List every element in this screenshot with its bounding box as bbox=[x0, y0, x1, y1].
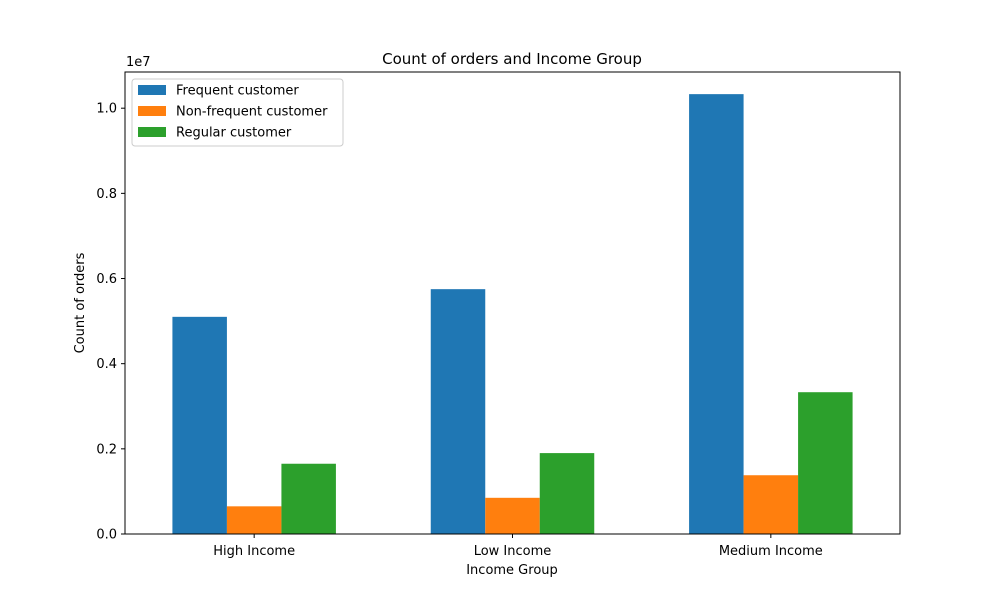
legend-swatch-non-frequent-customer bbox=[138, 106, 166, 116]
y-axis-label: Count of orders bbox=[73, 252, 88, 353]
legend-box bbox=[131, 78, 344, 147]
bar-non-frequent-customer-low-income bbox=[485, 497, 540, 534]
bar-regular-customer-high-income bbox=[281, 463, 336, 534]
chart-title: Count of orders and Income Group bbox=[382, 50, 642, 68]
legend-label-non-frequent-customer: Non-frequent customer bbox=[176, 105, 328, 120]
y-tick-label: 0.4 bbox=[96, 357, 117, 372]
x-tick-label-low-income: Low Income bbox=[474, 544, 552, 559]
bars bbox=[172, 94, 853, 534]
y-axis: 0.0 0.2 0.4 0.6 0.8 1.0 bbox=[96, 102, 125, 543]
legend: Frequent customer Non-frequent customer Re… bbox=[131, 78, 344, 147]
y-offset-label: 1e7 bbox=[126, 55, 151, 70]
x-tick-label-medium-income: Medium Income bbox=[719, 544, 823, 559]
legend-label-regular-customer: Regular customer bbox=[176, 126, 292, 141]
legend-label-frequent-customer: Frequent customer bbox=[176, 84, 299, 99]
bar-regular-customer-medium-income bbox=[798, 392, 853, 534]
x-tick-label-high-income: High Income bbox=[213, 544, 295, 559]
bar-frequent-customer-high-income bbox=[172, 316, 227, 534]
y-tick-label: 0.0 bbox=[96, 528, 117, 543]
x-axis: High Income Low Income Medium Income bbox=[213, 534, 823, 559]
y-tick-label: 0.8 bbox=[96, 187, 117, 202]
legend-swatch-frequent-customer bbox=[138, 85, 166, 95]
y-tick-label: 0.6 bbox=[96, 272, 117, 287]
bar-regular-customer-low-income bbox=[539, 453, 595, 534]
plot-frame bbox=[124, 71, 901, 535]
x-axis-label: Income Group bbox=[466, 563, 558, 578]
bar-non-frequent-customer-high-income bbox=[226, 506, 282, 534]
legend-swatch-regular-customer bbox=[138, 127, 166, 137]
y-tick-label: 1.0 bbox=[96, 102, 117, 117]
bar-frequent-customer-low-income bbox=[430, 289, 486, 534]
bar-frequent-customer-medium-income bbox=[689, 94, 744, 534]
bar-non-frequent-customer-medium-income bbox=[743, 475, 799, 534]
y-tick-label: 0.2 bbox=[96, 442, 117, 457]
